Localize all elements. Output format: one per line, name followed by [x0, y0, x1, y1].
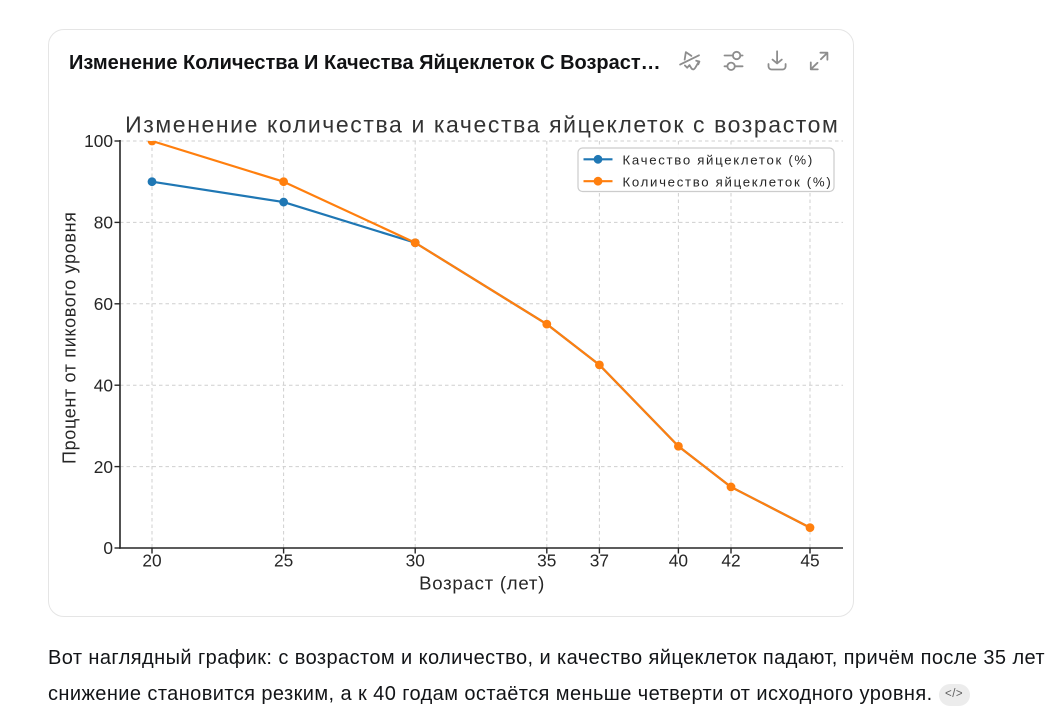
svg-text:80: 80 — [94, 213, 113, 233]
svg-text:60: 60 — [94, 294, 113, 314]
svg-text:Качество яйцеклеток (%): Качество яйцеклеток (%) — [623, 152, 814, 167]
svg-text:20: 20 — [142, 551, 161, 571]
svg-text:37: 37 — [590, 551, 609, 571]
svg-text:40: 40 — [669, 551, 688, 571]
svg-text:42: 42 — [721, 551, 740, 571]
svg-text:20: 20 — [94, 457, 113, 477]
svg-text:Количество яйцеклеток (%): Количество яйцеклеток (%) — [623, 174, 833, 189]
svg-text:35: 35 — [537, 551, 556, 571]
svg-text:40: 40 — [94, 375, 113, 395]
svg-text:Возраст (лет): Возраст (лет) — [419, 573, 545, 594]
svg-text:Процент от пикового уровня: Процент от пикового уровня — [60, 211, 80, 464]
svg-text:30: 30 — [406, 551, 425, 571]
svg-text:45: 45 — [800, 551, 819, 571]
svg-text:Изменение количества и качеств: Изменение количества и качества яйцеклет… — [125, 112, 839, 138]
svg-text:25: 25 — [274, 551, 293, 571]
svg-text:0: 0 — [103, 538, 113, 558]
svg-text:100: 100 — [84, 131, 113, 151]
